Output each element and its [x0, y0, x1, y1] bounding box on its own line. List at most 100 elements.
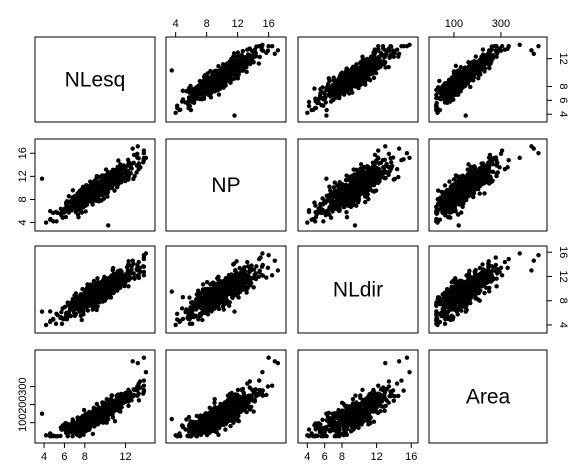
- data-point: [143, 251, 149, 256]
- data-point: [94, 296, 99, 301]
- data-point: [126, 259, 131, 264]
- data-point: [126, 173, 131, 178]
- data-point: [348, 182, 353, 187]
- data-point: [306, 99, 312, 105]
- data-point: [454, 193, 460, 198]
- data-point: [371, 75, 377, 81]
- data-point: [180, 97, 186, 102]
- data-point: [248, 60, 254, 65]
- data-point: [477, 191, 482, 196]
- data-point: [98, 197, 104, 203]
- data-point: [505, 46, 510, 51]
- data-point: [444, 210, 449, 215]
- data-point: [215, 277, 221, 282]
- data-point: [309, 107, 314, 113]
- data-point: [62, 304, 68, 309]
- data-point: [372, 152, 378, 158]
- data-point: [218, 75, 224, 80]
- data-point: [257, 54, 262, 60]
- data-point: [110, 267, 115, 273]
- data-point: [486, 51, 491, 56]
- data-point: [517, 42, 522, 47]
- data-point: [258, 255, 263, 260]
- data-point: [66, 194, 72, 199]
- data-point: [92, 194, 97, 200]
- data-point: [305, 220, 310, 225]
- data-point: [320, 196, 325, 201]
- data-point: [100, 183, 105, 189]
- data-point: [360, 72, 366, 77]
- data-point: [224, 281, 230, 286]
- data-point: [192, 97, 197, 103]
- data-point: [343, 177, 349, 183]
- data-point: [239, 67, 245, 72]
- data-point: [364, 66, 370, 72]
- data-point: [331, 77, 336, 83]
- data-point: [355, 178, 361, 183]
- data-point: [109, 176, 115, 182]
- data-point: [204, 280, 210, 285]
- data-point: [306, 103, 312, 109]
- data-point: [376, 156, 381, 161]
- data-point: [251, 275, 257, 281]
- data-point: [326, 76, 331, 81]
- data-point: [231, 261, 237, 266]
- data-point: [210, 280, 215, 286]
- panel-NLesq-NP: [165, 36, 287, 123]
- data-point: [364, 181, 370, 187]
- data-point: [386, 165, 392, 170]
- data-point: [435, 188, 441, 193]
- data-point: [331, 185, 336, 190]
- data-point: [43, 220, 49, 225]
- data-point: [212, 285, 217, 291]
- data-point: [396, 174, 401, 180]
- panel-frame: [428, 138, 548, 232]
- data-point: [190, 312, 195, 317]
- data-point: [454, 85, 460, 90]
- data-point: [126, 284, 131, 289]
- data-point: [236, 278, 241, 283]
- data-point: [499, 148, 505, 153]
- data-point: [247, 46, 253, 51]
- data-point: [95, 282, 100, 287]
- data-point: [463, 182, 469, 187]
- data-point: [39, 309, 45, 314]
- data-point: [121, 175, 126, 180]
- data-point: [210, 71, 215, 77]
- data-point: [111, 277, 116, 282]
- data-point: [76, 214, 81, 220]
- data-point: [324, 176, 329, 181]
- data-point: [342, 87, 347, 93]
- data-point: [450, 96, 455, 101]
- data-point: [375, 65, 381, 71]
- data-point: [77, 188, 82, 194]
- data-point: [343, 76, 348, 81]
- data-point: [236, 295, 241, 300]
- data-point: [141, 269, 147, 275]
- data-point: [318, 91, 323, 96]
- data-point: [216, 80, 222, 86]
- data-point: [215, 87, 221, 93]
- data-point: [78, 205, 84, 211]
- data-point: [197, 78, 203, 84]
- panel-NLesq-NLesq: NLesq: [34, 36, 156, 123]
- data-point: [108, 281, 113, 286]
- data-point: [177, 107, 182, 113]
- data-point: [264, 275, 269, 280]
- data-point: [355, 170, 361, 175]
- data-point: [480, 168, 485, 173]
- data-point: [70, 188, 76, 193]
- data-point: [94, 288, 100, 293]
- data-point: [332, 87, 338, 93]
- data-point: [309, 217, 314, 222]
- data-point: [331, 97, 336, 103]
- panel-NLdir-Area: [428, 245, 548, 334]
- data-point: [476, 76, 481, 81]
- data-point: [275, 268, 281, 273]
- data-point: [136, 161, 142, 166]
- data-point: [216, 63, 221, 69]
- data-point: [354, 183, 359, 189]
- data-point: [88, 179, 93, 184]
- data-point: [188, 107, 194, 113]
- data-point: [362, 186, 368, 191]
